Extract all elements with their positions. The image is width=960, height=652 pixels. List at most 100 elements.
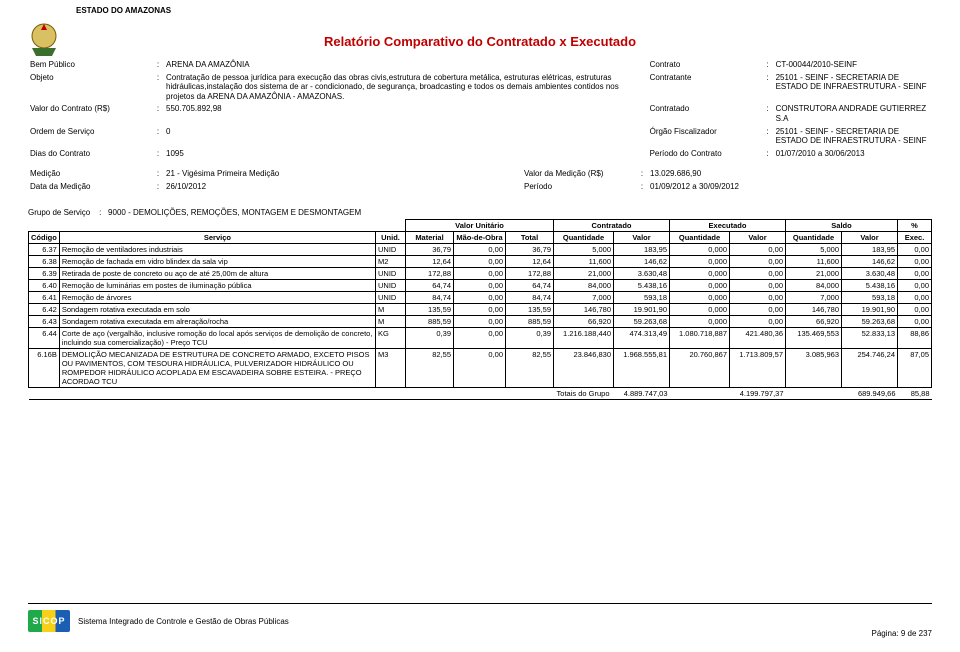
services-table: Valor Unitário Contratado Executado Sald…	[28, 219, 932, 400]
col-mao: Mão-de-Obra	[454, 231, 506, 243]
cell-exec: 0,00	[898, 291, 932, 303]
meta-value: ARENA DA AMAZÔNIA	[164, 59, 648, 72]
col-pct: %	[898, 219, 932, 231]
cell-mao: 0,00	[454, 315, 506, 327]
cell-eq: 0,000	[670, 315, 730, 327]
cell-mao: 0,00	[454, 255, 506, 267]
totals-exec: 85,88	[898, 387, 932, 399]
totals-sv: 689.949,66	[842, 387, 898, 399]
cell-sv: 593,18	[842, 291, 898, 303]
cell-material: 84,74	[406, 291, 454, 303]
cell-ev: 1.713.809,57	[730, 348, 786, 387]
totals-cv: 4.889.747,03	[614, 387, 670, 399]
meta-label: Contratante	[648, 72, 762, 104]
cell-eq: 0,000	[670, 303, 730, 315]
cell-sv: 19.901,90	[842, 303, 898, 315]
col-material: Material	[406, 231, 454, 243]
cell-total: 172,88	[506, 267, 554, 279]
cell-ev: 0,00	[730, 279, 786, 291]
cell-cq: 5,000	[554, 243, 614, 255]
cell-cv: 183,95	[614, 243, 670, 255]
group-totals-row: Totais do Grupo 4.889.747,03 4.199.797,3…	[29, 387, 932, 399]
cell-codigo: 6.43	[29, 315, 60, 327]
meta-value: 25101 - SEINF - SECRETARIA DE ESTADO DE …	[774, 72, 932, 104]
page-footer: SICOP Sistema Integrado de Controle e Ge…	[0, 603, 960, 652]
col-exec: Exec.	[898, 231, 932, 243]
col-codigo: Código	[29, 231, 60, 243]
meta-block-1: Bem Público:ARENA DA AMAZÔNIAContrato:CT…	[28, 59, 932, 160]
cell-ev: 0,00	[730, 291, 786, 303]
cell-eq: 0,000	[670, 291, 730, 303]
cell-cv: 146,62	[614, 255, 670, 267]
cell-ev: 421.480,36	[730, 327, 786, 348]
cell-exec: 0,00	[898, 315, 932, 327]
cell-cq: 146,780	[554, 303, 614, 315]
table-row: 6.39Retirada de poste de concreto ou aço…	[29, 267, 932, 279]
cell-cq: 1.216.188,440	[554, 327, 614, 348]
page-number: Página: 9 de 237	[872, 629, 933, 638]
cell-sv: 52.833,13	[842, 327, 898, 348]
cell-eq: 0,000	[670, 243, 730, 255]
meta-row: Ordem de Serviço:0Órgão Fiscalizador:251…	[28, 126, 932, 148]
group-value: 9000 - DEMOLIÇÕES, REMOÇÕES, MONTAGEM E …	[108, 208, 361, 217]
cell-exec: 0,00	[898, 279, 932, 291]
cell-cq: 23.846,830	[554, 348, 614, 387]
totals-ev: 4.199.797,37	[730, 387, 786, 399]
cell-total: 135,59	[506, 303, 554, 315]
cell-sq: 3.085,963	[786, 348, 842, 387]
group-label: Grupo de Serviço	[28, 208, 90, 217]
col-executado: Executado	[670, 219, 786, 231]
report-title: Relatório Comparativo do Contratado x Ex…	[28, 34, 932, 49]
meta-row: Medição:21 - Vigésima Primeira MediçãoVa…	[28, 168, 932, 181]
cell-sv: 5.438,16	[842, 279, 898, 291]
table-row: 6.40Remoção de luminárias em postes de i…	[29, 279, 932, 291]
cell-sv: 254.746,24	[842, 348, 898, 387]
cell-exec: 0,00	[898, 303, 932, 315]
meta-value: CT-00044/2010-SEINF	[774, 59, 932, 72]
cell-eq: 0,000	[670, 255, 730, 267]
cell-material: 12,64	[406, 255, 454, 267]
cell-exec: 0,00	[898, 243, 932, 255]
cell-total: 885,59	[506, 315, 554, 327]
cell-servico: Retirada de poste de concreto ou aço de …	[59, 267, 375, 279]
cell-sq: 11,600	[786, 255, 842, 267]
cell-sv: 183,95	[842, 243, 898, 255]
meta-value: CONSTRUTORA ANDRADE GUTIERREZ S.A	[774, 103, 932, 125]
meta-value: 0	[164, 126, 648, 148]
cell-cq: 84,000	[554, 279, 614, 291]
cell-total: 64,74	[506, 279, 554, 291]
cell-eq: 20.760,867	[670, 348, 730, 387]
cell-total: 82,55	[506, 348, 554, 387]
cell-cq: 7,000	[554, 291, 614, 303]
cell-servico: DEMOLIÇÃO MECANIZADA DE ESTRUTURA DE CON…	[59, 348, 375, 387]
cell-servico: Corte de aço (vergalhão, inclusive romoç…	[59, 327, 375, 348]
cell-unid: M	[376, 315, 406, 327]
cell-codigo: 6.16B	[29, 348, 60, 387]
col-valor-unitario: Valor Unitário	[406, 219, 554, 231]
meta-value: 550.705.892,98	[164, 103, 648, 125]
cell-servico: Sondagem rotativa executada em solo	[59, 303, 375, 315]
cell-servico: Remoção de árvores	[59, 291, 375, 303]
cell-total: 84,74	[506, 291, 554, 303]
table-row: 6.42Sondagem rotativa executada em soloM…	[29, 303, 932, 315]
col-total: Total	[506, 231, 554, 243]
meta-value: 01/07/2010 a 30/06/2013	[774, 148, 932, 161]
col-eq: Quantidade	[670, 231, 730, 243]
meta-label: Contrato	[648, 59, 762, 72]
col-contratado: Contratado	[554, 219, 670, 231]
cell-sq: 21,000	[786, 267, 842, 279]
cell-unid: UNID	[376, 291, 406, 303]
cell-sv: 146,62	[842, 255, 898, 267]
cell-exec: 88,86	[898, 327, 932, 348]
cell-cv: 5.438,16	[614, 279, 670, 291]
meta-label: Objeto	[28, 72, 152, 104]
meta-row: Bem Público:ARENA DA AMAZÔNIAContrato:CT…	[28, 59, 932, 72]
cell-codigo: 6.39	[29, 267, 60, 279]
cell-unid: UNID	[376, 243, 406, 255]
meta-label: Valor da Medição (R$)	[522, 168, 636, 181]
cell-eq: 0,000	[670, 279, 730, 291]
cell-exec: 0,00	[898, 267, 932, 279]
cell-codigo: 6.42	[29, 303, 60, 315]
cell-unid: UNID	[376, 267, 406, 279]
cell-material: 82,55	[406, 348, 454, 387]
